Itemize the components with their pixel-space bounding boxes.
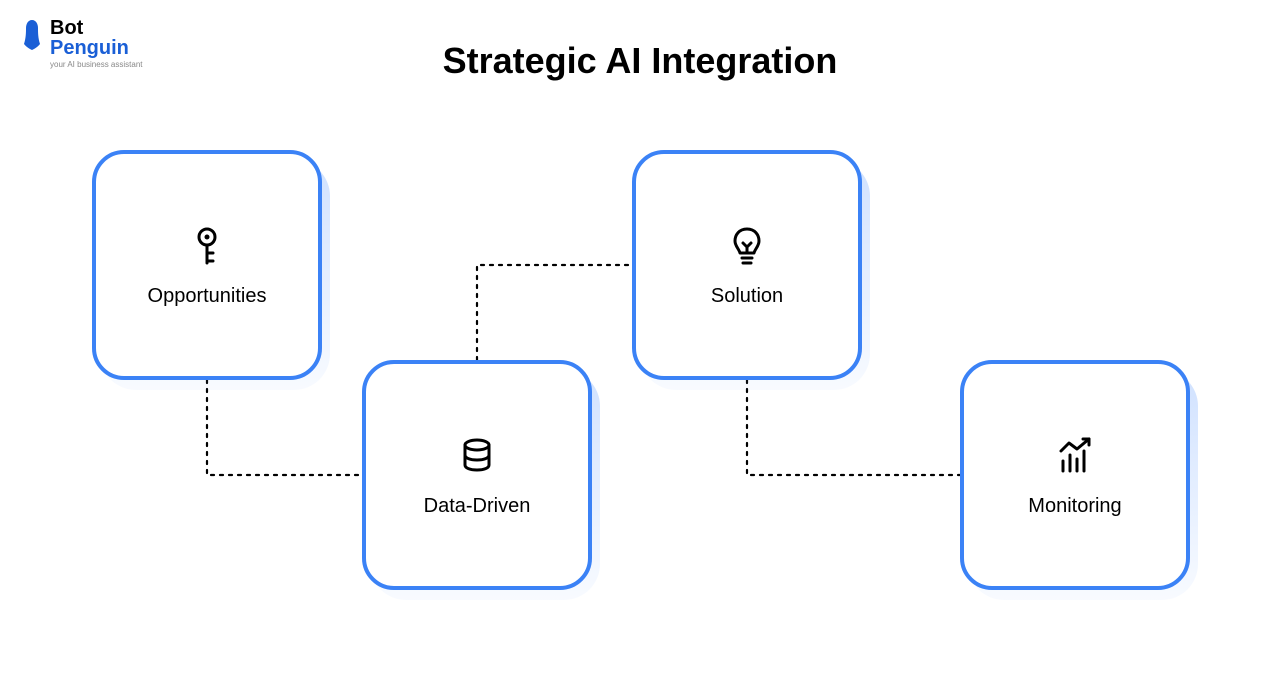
diagram-canvas: Opportunities Data-Driven Solution Monit… bbox=[0, 0, 1280, 686]
node-label: Monitoring bbox=[1028, 495, 1121, 518]
connector-data-to-solution bbox=[477, 265, 632, 360]
node-box: Data-Driven bbox=[362, 360, 592, 590]
node-box: Opportunities bbox=[92, 150, 322, 380]
node-box: Monitoring bbox=[960, 360, 1190, 590]
key-icon bbox=[185, 223, 229, 267]
node-box: Solution bbox=[632, 150, 862, 380]
node-label: Opportunities bbox=[148, 285, 267, 308]
node-opportunities: Opportunities bbox=[92, 150, 322, 380]
chart-icon bbox=[1053, 433, 1097, 477]
node-solution: Solution bbox=[632, 150, 862, 380]
connector-opportunities-to-data bbox=[207, 380, 362, 475]
node-label: Solution bbox=[711, 285, 783, 308]
connector-solution-to-monitoring bbox=[747, 380, 960, 475]
node-label: Data-Driven bbox=[424, 495, 531, 518]
database-icon bbox=[455, 433, 499, 477]
lightbulb-icon bbox=[725, 223, 769, 267]
node-monitoring: Monitoring bbox=[960, 360, 1190, 590]
node-data: Data-Driven bbox=[362, 360, 592, 590]
